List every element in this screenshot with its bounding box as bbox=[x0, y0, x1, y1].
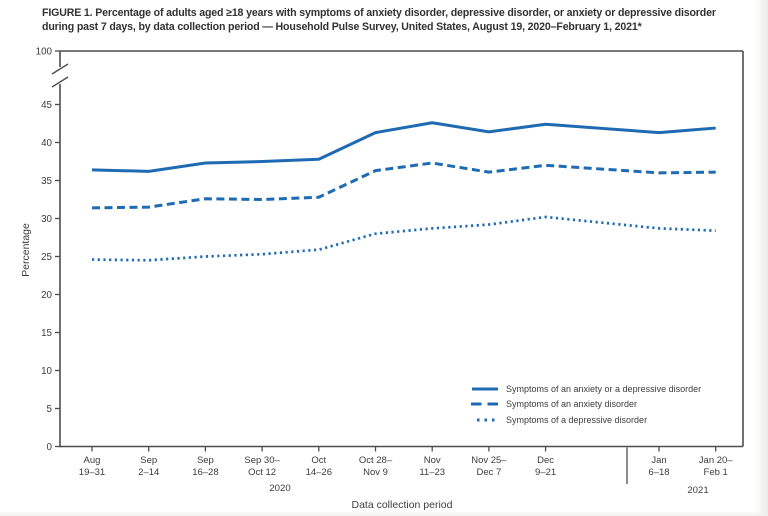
legend-item-anxiety-or-depressive: Symptoms of an anxiety or a depressive d… bbox=[471, 381, 743, 397]
legend-swatch-solid-line-icon bbox=[472, 387, 498, 391]
figure-title: FIGURE 1. Percentage of adults aged ≥18 … bbox=[42, 7, 758, 34]
series-line-dotted bbox=[91, 215, 716, 262]
x-axis-tick-label: Nov 25– bbox=[471, 455, 507, 466]
y-axis-tick-label: 25 bbox=[41, 252, 52, 263]
y-axis-break-slash bbox=[51, 76, 69, 88]
chart-legend: Symptoms of an anxiety or a depressive d… bbox=[471, 381, 743, 428]
legend-item-depressive: Symptoms of a depressive disorder bbox=[471, 412, 743, 428]
year-label-2021: 2021 bbox=[687, 485, 709, 496]
x-axis-tick-label: 19–31 bbox=[79, 467, 105, 478]
x-axis-tick-label: Jan bbox=[651, 455, 666, 466]
legend-swatch-dashed-line-icon bbox=[471, 402, 499, 406]
x-axis-tick-label: 11–23 bbox=[419, 467, 445, 478]
y-axis-tick-label: 0 bbox=[47, 442, 53, 453]
y-axis-tick-label: 35 bbox=[41, 176, 52, 187]
legend-label: Symptoms of an anxiety disorder bbox=[506, 399, 638, 410]
x-axis-tick-label: Sep bbox=[140, 455, 157, 466]
y-axis-tick-label: 20 bbox=[41, 290, 52, 301]
x-axis-tick-label: Jan 20– bbox=[699, 455, 734, 466]
x-axis-tick-label: 16–28 bbox=[192, 467, 218, 478]
x-axis-tick-label: Sep 30– bbox=[244, 455, 280, 466]
y-axis-tick-label: 10 bbox=[41, 366, 52, 377]
x-axis-tick-label: Oct 28– bbox=[359, 455, 393, 466]
x-axis-tick-label: Aug bbox=[84, 455, 101, 466]
figure-title-line2: during past 7 days, by data collection p… bbox=[42, 20, 642, 33]
x-axis-tick-label: Dec bbox=[537, 455, 554, 466]
series-line-solid bbox=[91, 121, 716, 173]
legend-item-anxiety: Symptoms of an anxiety disorder bbox=[471, 397, 743, 413]
x-axis-tick-label: Dec 7 bbox=[476, 467, 501, 478]
x-axis-tick-label: Sep bbox=[197, 455, 214, 466]
y-axis-tick-label: 40 bbox=[41, 138, 52, 149]
series-line-dashed bbox=[91, 161, 716, 210]
x-axis-tick-label: Feb 1 bbox=[704, 467, 728, 478]
legend-label: Symptoms of a depressive disorder bbox=[506, 414, 648, 425]
x-axis-tick-label: Oct 12 bbox=[248, 467, 276, 478]
y-axis-tick-label: 100 bbox=[36, 46, 53, 57]
x-axis-tick-label: Oct bbox=[311, 455, 326, 466]
y-axis-tick-label: 45 bbox=[41, 100, 52, 111]
x-axis-tick-label: Nov 9 bbox=[363, 467, 388, 478]
x-axis-tick-label: 2–14 bbox=[138, 467, 159, 478]
y-axis-tick-label: 30 bbox=[41, 214, 52, 225]
y-axis-tick-label: 15 bbox=[41, 328, 52, 339]
y-axis-tick-label: 5 bbox=[47, 404, 53, 415]
y-axis-break-slash bbox=[51, 63, 69, 75]
x-axis-title: Data collection period bbox=[351, 499, 453, 511]
x-axis-tick-label: 6–18 bbox=[648, 467, 669, 478]
legend-label: Symptoms of an anxiety or a depressive d… bbox=[506, 383, 702, 394]
x-axis-tick-label: Nov bbox=[424, 455, 441, 466]
y-axis-title: Percentage bbox=[20, 223, 32, 277]
year-label-2020: 2020 bbox=[269, 483, 291, 494]
legend-swatch-dotted-line-icon bbox=[477, 418, 499, 422]
x-axis-tick-label: 14–26 bbox=[306, 467, 332, 478]
page-edge-shading-bottom bbox=[0, 511, 768, 516]
page-edge-shading-right bbox=[754, 0, 768, 516]
figure-title-line1: FIGURE 1. Percentage of adults aged ≥18 … bbox=[42, 7, 716, 19]
x-axis-tick-label: 9–21 bbox=[535, 467, 556, 478]
